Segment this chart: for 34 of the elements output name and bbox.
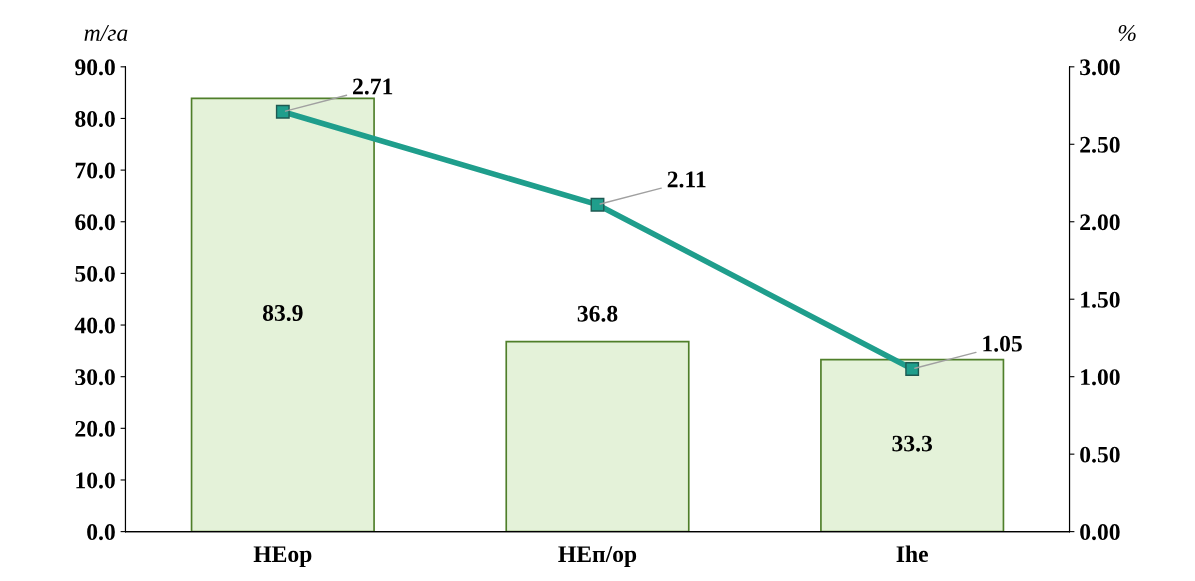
y-tick-label: 30.0 <box>75 369 115 386</box>
data-label: 33.3 <box>892 435 933 452</box>
y2-tick-label: 1.50 <box>1081 291 1120 308</box>
y-tick-label: 0.0 <box>87 524 115 541</box>
y2-tick-label: 0.00 <box>1080 524 1120 541</box>
y2-tick-label: 2.00 <box>1080 214 1120 231</box>
y-tick-label: 40.0 <box>74 317 115 334</box>
y-tick-label: 20.0 <box>75 420 115 437</box>
data-label: 36.8 <box>577 305 618 322</box>
bar <box>820 358 1005 532</box>
bar <box>190 97 375 532</box>
point <box>275 104 290 119</box>
y2-tick-label: 2.50 <box>1080 136 1120 153</box>
y-tick-label: 10.0 <box>76 472 115 489</box>
x-tick-label: Ihe <box>896 545 928 563</box>
bar <box>505 340 690 532</box>
y-tick-label: 50.0 <box>75 265 115 282</box>
y2-tick-label: 3.00 <box>1080 59 1120 76</box>
y-tick-label: 90.0 <box>75 59 115 76</box>
y2-axis-title: % <box>1118 24 1136 41</box>
data-label: 1.05 <box>983 335 1022 352</box>
y-tick-label: 70.0 <box>75 162 115 179</box>
x-tick-label: НЕор <box>253 546 312 567</box>
x-tick-label: НЕп/ор <box>558 546 637 567</box>
y2-tick-label: 1.00 <box>1081 369 1120 386</box>
y-tick-label: 80.0 <box>75 110 115 127</box>
data-label: 2.11 <box>667 171 706 188</box>
point <box>590 197 605 212</box>
point <box>905 361 920 376</box>
data-label: 2.71 <box>353 78 393 95</box>
y-axis-title: т/га <box>84 25 128 41</box>
data-label: 83.9 <box>262 304 303 321</box>
y2-tick-label: 0.50 <box>1080 446 1120 463</box>
y-tick-label: 60.0 <box>75 214 115 231</box>
